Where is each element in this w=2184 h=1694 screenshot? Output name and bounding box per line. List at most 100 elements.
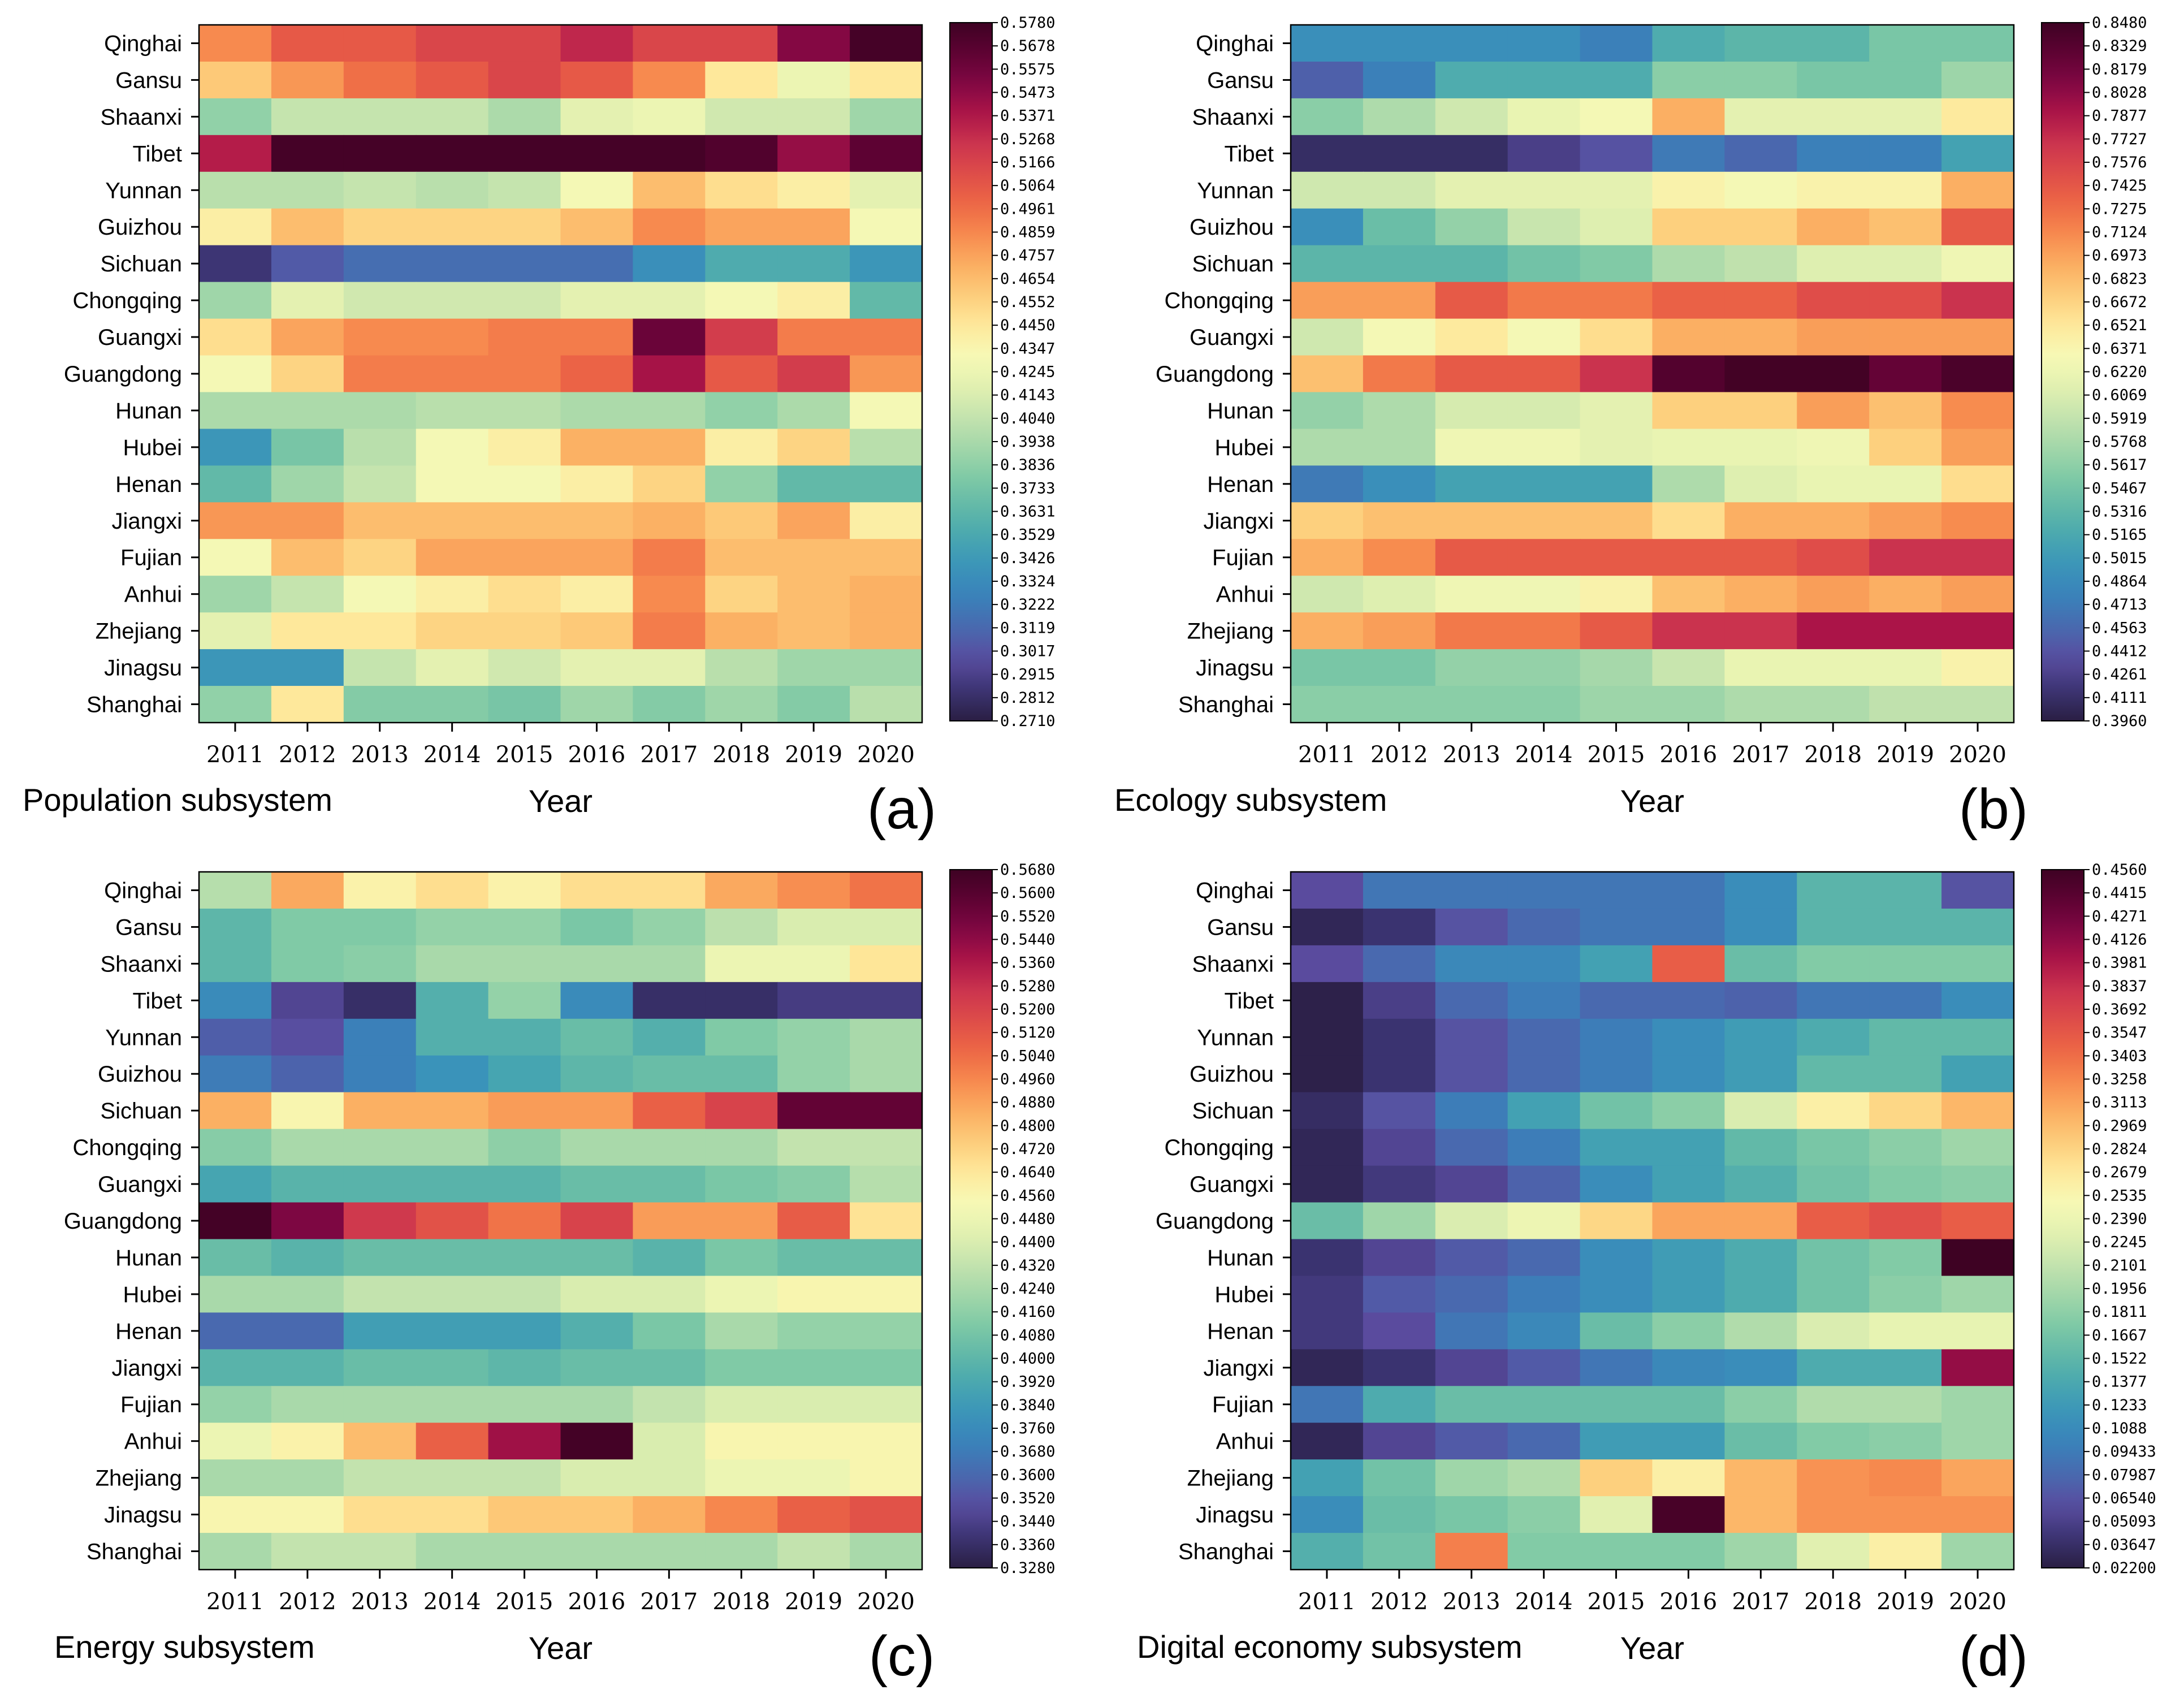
- year-label: 2017: [1732, 742, 1789, 768]
- province-label: Zhejiang: [1187, 1466, 1274, 1491]
- cell-gansu-2011: [1291, 908, 1364, 946]
- cell-jinagsu-2011: [199, 1496, 272, 1533]
- cell-jiangxi-2018: [705, 502, 778, 540]
- province-label: Guizhou: [1190, 1062, 1274, 1087]
- cell-guangxi-2016: [1652, 318, 1725, 356]
- cell-henan-2018: [705, 465, 778, 503]
- cell-anhui-2017: [1724, 576, 1798, 613]
- cell-shaanxi-2014: [1507, 98, 1581, 136]
- cell-shanghai-2017: [1724, 1533, 1798, 1570]
- province-label: Gansu: [1207, 915, 1274, 940]
- cell-guangxi-2013: [343, 318, 417, 356]
- cell-hunan-2020: [1941, 1239, 2014, 1277]
- cell-henan-2012: [271, 465, 344, 503]
- colorbar-tick-label: 0.8329: [2092, 37, 2147, 55]
- cell-gansu-2018: [705, 908, 778, 946]
- cell-hubei-2016: [560, 1276, 634, 1313]
- cell-sichuan-2013: [1435, 245, 1508, 283]
- province-label: Tibet: [133, 141, 182, 166]
- cell-hunan-2014: [416, 1239, 489, 1277]
- cell-jiangxi-2015: [1580, 1349, 1653, 1387]
- colorbar-tick-label: 0.5780: [1000, 14, 1056, 32]
- cell-fujian-2015: [1580, 539, 1653, 577]
- cell-jiangxi-2014: [416, 502, 489, 540]
- cell-jinagsu-2017: [1724, 1496, 1798, 1533]
- cell-hubei-2016: [1652, 429, 1725, 466]
- year-label: 2018: [712, 1589, 770, 1615]
- cell-zhejiang-2017: [633, 1459, 706, 1497]
- cell-zhejiang-2015: [1580, 612, 1653, 650]
- cell-sichuan-2019: [1869, 1092, 1942, 1130]
- cell-gansu-2015: [488, 61, 561, 99]
- cell-tibet-2012: [271, 135, 344, 172]
- cell-guangxi-2019: [1869, 318, 1942, 356]
- colorbar-tick-label: 0.3680: [1000, 1443, 1056, 1460]
- cell-hunan-2016: [560, 1239, 634, 1277]
- cell-chongqing-2015: [488, 282, 561, 319]
- cell-sichuan-2014: [416, 1092, 489, 1130]
- colorbar-tick-label: 0.4720: [1000, 1140, 1056, 1158]
- cell-jiangxi-2012: [1363, 1349, 1436, 1387]
- year-label: 2016: [568, 742, 626, 768]
- cell-gansu-2014: [1507, 61, 1581, 99]
- cell-jiangxi-2016: [560, 502, 634, 540]
- year-label: 2014: [423, 1589, 481, 1615]
- colorbar: [949, 869, 993, 1568]
- colorbar-tick-label: 0.02200: [2092, 1559, 2156, 1577]
- cell-jinagsu-2014: [416, 649, 489, 686]
- cell-guangdong-2015: [488, 1202, 561, 1240]
- cell-hubei-2012: [1363, 1276, 1436, 1313]
- colorbar-tick-label: 0.4800: [1000, 1117, 1056, 1135]
- cell-chongqing-2020: [1941, 1129, 2014, 1166]
- cell-guangdong-2012: [271, 1202, 344, 1240]
- cell-shaanxi-2015: [488, 98, 561, 136]
- cell-guizhou-2018: [1797, 1055, 1870, 1093]
- province-label: Yunnan: [1197, 178, 1274, 203]
- year-label: 2016: [1660, 742, 1718, 768]
- cell-qinghai-2013: [1435, 872, 1508, 909]
- province-label: Zhejiang: [96, 619, 182, 644]
- cell-hubei-2020: [1941, 1276, 2014, 1313]
- cell-qinghai-2014: [416, 25, 489, 62]
- cell-guangxi-2019: [777, 1165, 850, 1203]
- cell-qinghai-2014: [1507, 25, 1581, 62]
- cell-guizhou-2019: [777, 208, 850, 246]
- cell-jinagsu-2020: [1941, 649, 2014, 686]
- cell-fujian-2011: [1291, 1386, 1364, 1424]
- colorbar-tick-label: 0.6823: [2092, 270, 2147, 288]
- cell-gansu-2013: [1435, 61, 1508, 99]
- colorbar-tick-label: 0.4961: [1000, 200, 1056, 218]
- province-label: Shaanxi: [1192, 105, 1274, 129]
- cell-anhui-2019: [777, 1423, 850, 1460]
- colorbar-tick-label: 0.3733: [1000, 479, 1056, 497]
- year-label: 2011: [206, 1589, 264, 1615]
- cell-hubei-2018: [1797, 429, 1870, 466]
- cell-henan-2011: [199, 465, 272, 503]
- cell-anhui-2015: [1580, 1423, 1653, 1460]
- cell-anhui-2015: [488, 1423, 561, 1460]
- cell-tibet-2016: [1652, 982, 1725, 1019]
- cell-hunan-2012: [1363, 1239, 1436, 1277]
- cell-hunan-2019: [777, 1239, 850, 1277]
- colorbar-tick-label: 0.2535: [2092, 1187, 2147, 1204]
- cell-shanghai-2014: [416, 686, 489, 723]
- province-label: Guangdong: [64, 1209, 182, 1234]
- cell-tibet-2016: [1652, 135, 1725, 172]
- cell-jinagsu-2017: [1724, 649, 1798, 686]
- cell-qinghai-2020: [850, 25, 923, 62]
- colorbar-tick-label: 0.5040: [1000, 1047, 1056, 1065]
- cell-shaanxi-2018: [1797, 98, 1870, 136]
- cell-guangdong-2013: [1435, 1202, 1508, 1240]
- colorbar-tick-label: 0.5200: [1000, 1001, 1056, 1018]
- cell-guangdong-2015: [1580, 1202, 1653, 1240]
- cell-tibet-2020: [850, 982, 923, 1019]
- cell-guangxi-2016: [1652, 1165, 1725, 1203]
- cell-hubei-2017: [633, 1276, 706, 1313]
- cell-shanghai-2014: [1507, 686, 1581, 723]
- cell-shanghai-2012: [1363, 686, 1436, 723]
- cell-anhui-2015: [1580, 576, 1653, 613]
- cell-guangxi-2014: [1507, 318, 1581, 356]
- cell-tibet-2013: [343, 135, 417, 172]
- province-label: Sichuan: [1192, 1099, 1274, 1123]
- cell-hubei-2019: [777, 429, 850, 466]
